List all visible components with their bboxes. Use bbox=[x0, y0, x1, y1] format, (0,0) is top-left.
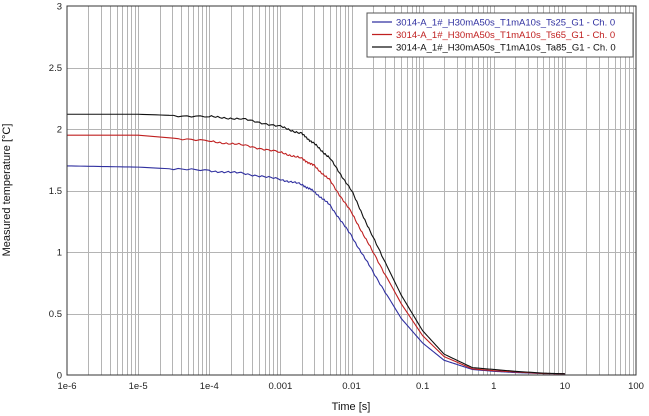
plot-frame bbox=[66, 5, 637, 376]
x-tick-label: 0.001 bbox=[268, 381, 292, 392]
x-tick-label: 1e-6 bbox=[57, 381, 76, 392]
y-axis-title: Measured temperature [°C] bbox=[1, 124, 13, 257]
y-tick-label: 1 bbox=[57, 248, 62, 259]
y-tick-label: 0.5 bbox=[49, 309, 62, 320]
x-tick-label: 1e-5 bbox=[129, 381, 148, 392]
x-tick-label: 1e-4 bbox=[200, 381, 219, 392]
x-tick-label: 10 bbox=[560, 381, 571, 392]
y-tick-label: 3 bbox=[57, 2, 62, 13]
legend-label: 3014-A_1#_H30mA50s_T1mA10s_Ts25_G1 - Ch.… bbox=[396, 18, 615, 29]
x-tick-label: 0.1 bbox=[416, 381, 429, 392]
legend-label: 3014-A_1#_H30mA50s_T1mA10s_Ts65_G1 - Ch.… bbox=[396, 30, 615, 41]
legend-label: 3014-A_1#_H30mA50s_T1mA10s_Ta85_G1 - Ch.… bbox=[396, 43, 616, 54]
y-tick-label: 2.5 bbox=[49, 63, 62, 74]
y-tick-label: 1.5 bbox=[49, 186, 62, 197]
legend-box bbox=[366, 12, 634, 58]
x-tick-label: 1 bbox=[491, 381, 496, 392]
series-line-1 bbox=[66, 165, 565, 375]
grid-lines bbox=[67, 6, 636, 375]
x-tick-label: 0.01 bbox=[342, 381, 361, 392]
series-lines bbox=[66, 113, 565, 375]
x-axis-title: Time [s] bbox=[332, 401, 371, 413]
y-axis-ticks: 0 0.5 1 1.5 2 2.5 3 bbox=[49, 2, 62, 382]
series-line-3 bbox=[67, 113, 565, 375]
y-tick-label: 2 bbox=[57, 125, 62, 136]
x-axis-ticks: 1e-6 1e-5 1e-4 0.001 0.01 0.1 1 10 100 bbox=[57, 381, 643, 392]
series-line-2 bbox=[67, 134, 565, 375]
legend: 3014-A_1#_H30mA50s_T1mA10s_Ts25_G1 - Ch.… bbox=[366, 12, 634, 58]
y-tick-label: 0 bbox=[57, 371, 62, 382]
x-tick-label: 100 bbox=[628, 381, 644, 392]
